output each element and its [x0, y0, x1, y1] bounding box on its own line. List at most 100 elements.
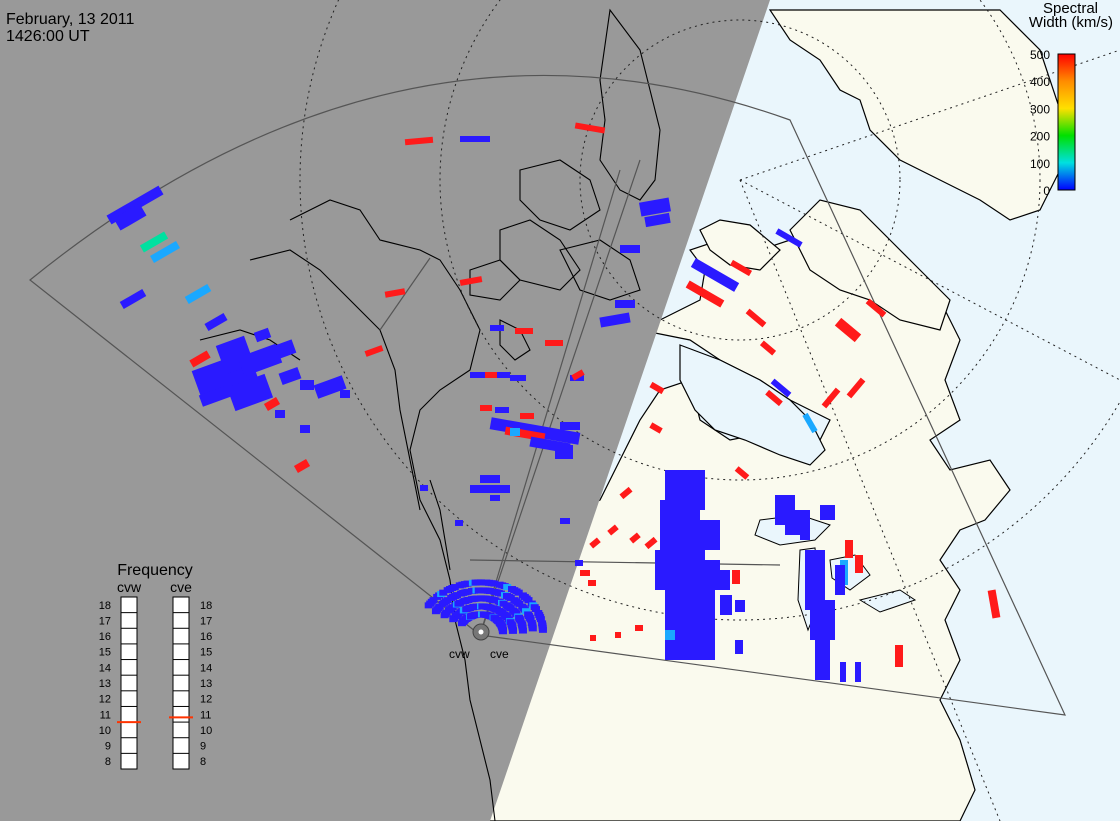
echo-cell	[607, 524, 619, 536]
echo-cell	[150, 241, 180, 263]
echo-cell	[293, 459, 311, 473]
frequency-level-label-right: 10	[200, 725, 212, 737]
echo-cell	[518, 627, 527, 634]
echo-cell	[855, 662, 861, 682]
echo-cell	[805, 550, 825, 610]
night-coastlines	[199, 8, 661, 821]
echo-cell	[729, 259, 753, 277]
echo-cell	[685, 280, 725, 308]
echo-cell	[590, 635, 596, 641]
echo-cell	[580, 570, 590, 576]
echo-cell	[670, 520, 720, 550]
date-label: February, 13 2011	[6, 11, 134, 28]
echo-cell	[340, 390, 350, 398]
echo-cell	[520, 413, 534, 419]
frequency-level-label-right: 16	[200, 631, 212, 643]
echo-cell	[720, 595, 732, 615]
echo-cell	[629, 532, 641, 544]
echo-cell	[313, 375, 347, 399]
echo-cell	[490, 495, 500, 501]
frequency-level-label-left: 15	[99, 647, 111, 659]
night-region	[0, 0, 770, 821]
echo-cell	[845, 540, 853, 558]
frequency-level-label-left: 11	[100, 709, 111, 721]
echo-cell	[734, 466, 750, 480]
echo-cell	[113, 203, 147, 231]
frequency-level-label-right: 11	[200, 709, 211, 721]
echo-cell	[536, 616, 545, 623]
echo-cell	[690, 258, 740, 292]
echo-cell	[759, 340, 777, 356]
echo-cell	[486, 588, 495, 595]
echo-cell	[732, 570, 740, 584]
frequency-level-label-left: 12	[99, 694, 111, 706]
echo-cell	[429, 597, 438, 604]
echo-cell	[820, 505, 835, 520]
echo-cell	[895, 645, 903, 667]
echo-cell	[855, 555, 863, 573]
echo-cell	[524, 597, 533, 604]
frequency-level-label-left: 18	[99, 600, 111, 612]
radar-site: cvw cve	[449, 623, 509, 661]
echo-cell	[710, 570, 730, 590]
echo-cell	[404, 136, 434, 146]
colorbar-tick-label: 0	[1043, 184, 1050, 198]
echo-cell	[745, 308, 767, 328]
echo-cell	[528, 625, 537, 632]
echo-cell	[460, 136, 490, 142]
echo-cell	[865, 298, 887, 318]
echo-cell	[184, 284, 212, 304]
echo-cell	[846, 377, 866, 399]
echo-cell	[599, 312, 631, 328]
hudson-bay	[679, 344, 826, 466]
echo-cell	[364, 345, 384, 357]
echo-cell	[119, 289, 147, 309]
echo-cell	[480, 405, 492, 411]
echo-cell	[503, 584, 512, 591]
echo-cell	[649, 422, 663, 434]
echo-cell	[802, 412, 818, 434]
frequency-level-label-left: 8	[105, 756, 111, 768]
echo-cell	[619, 486, 633, 500]
echo-cell	[420, 485, 428, 491]
colorbar-title-line1: Spectral	[1043, 0, 1098, 17]
frequency-level-label-left: 17	[99, 615, 111, 627]
echo-cell	[987, 589, 1001, 619]
echo-cell	[620, 245, 640, 253]
echo-cell	[498, 628, 507, 635]
colorbar-tick-label: 300	[1030, 102, 1050, 116]
echo-cell	[522, 608, 531, 615]
echo-cell	[204, 313, 228, 331]
echo-cell	[635, 625, 643, 631]
echo-cell	[531, 606, 540, 613]
echo-cell	[495, 407, 509, 413]
echo-cell	[489, 417, 581, 445]
echo-cell	[560, 518, 570, 524]
echo-cell	[510, 375, 526, 381]
echo-cell	[574, 122, 606, 134]
echo-cell	[815, 640, 830, 680]
frequency-level-label-right: 13	[200, 678, 212, 690]
echo-cell	[735, 640, 743, 654]
echo-cell	[545, 340, 563, 346]
echo-cell	[588, 580, 596, 586]
echo-cell	[835, 565, 845, 595]
frequency-level-label-right: 17	[200, 615, 212, 627]
frequency-panel: Frequency cvw cve 18 18 17 17 16 16 15 15 14 14 13…	[99, 562, 212, 770]
frequency-column-cvw	[120, 596, 138, 770]
echo-cell	[770, 378, 792, 398]
echo-cell	[644, 536, 658, 550]
echo-cell	[644, 212, 671, 228]
echo-cell	[470, 485, 510, 493]
colorbar-ticks: 500 400 300 200 100 0	[1030, 48, 1050, 198]
echo-cell	[810, 600, 835, 640]
frequency-column-cve	[172, 596, 190, 770]
echo-cell	[526, 616, 535, 623]
echo-cell	[571, 369, 585, 381]
echo-cell	[514, 589, 523, 596]
geomagnetic-grid	[299, 0, 1120, 821]
backscatter-layer	[106, 122, 1001, 682]
echo-cell	[452, 592, 461, 599]
frequency-level-label-left: 14	[99, 662, 111, 674]
